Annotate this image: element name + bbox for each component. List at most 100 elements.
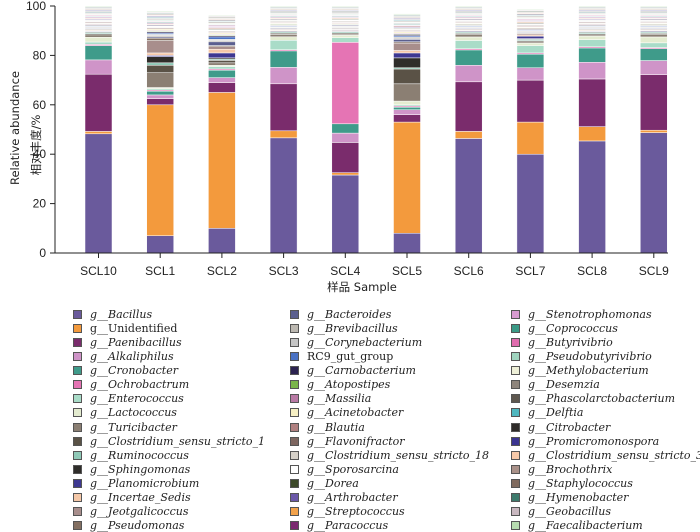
bar-segment xyxy=(454,5,483,7)
y-tick-label: 60 xyxy=(33,98,47,112)
bar-segment xyxy=(146,72,174,88)
x-tick-label: SCL6 xyxy=(454,264,484,278)
bar-segment xyxy=(454,36,483,41)
bar-segment xyxy=(208,62,236,66)
bar-segment xyxy=(640,74,668,131)
bar-segment xyxy=(393,42,421,51)
bar-segment xyxy=(208,82,236,93)
bar-segment xyxy=(146,104,174,236)
bar-segment xyxy=(146,98,174,106)
bar-segment xyxy=(393,109,421,115)
bar-segment xyxy=(393,107,421,110)
x-axis: SCL10 SCL1 SCL2 SCL3 SCL4 SCL5 SCL6 SCL7 SCL8 SCL… xyxy=(55,252,669,278)
bar-segment xyxy=(331,142,360,173)
bar-segment xyxy=(146,52,174,56)
bar-segment xyxy=(578,126,606,142)
y-tick-label: 0 xyxy=(39,246,46,260)
bar-segment xyxy=(208,41,236,46)
bar-segment xyxy=(331,172,360,176)
x-tick-label: SCL3 xyxy=(269,264,299,278)
bar-segment xyxy=(393,114,421,123)
bar-segment xyxy=(208,69,236,78)
y-axis-title-cn: 相对丰度/% xyxy=(29,115,43,176)
bar-segment xyxy=(640,42,668,48)
bar-segment xyxy=(516,35,545,39)
bar-segment xyxy=(269,40,298,50)
x-tick-label: SCL2 xyxy=(207,264,237,278)
bar-segment xyxy=(578,78,606,127)
bar-segment xyxy=(393,232,421,254)
bar-segment xyxy=(640,48,668,61)
bar-segment xyxy=(640,34,668,38)
bar-segment xyxy=(146,40,174,54)
bar-segment xyxy=(331,132,360,143)
bar-segment xyxy=(208,14,236,17)
y-axis: 0 20 40 60 80 100 xyxy=(26,0,56,260)
bar-segment xyxy=(516,79,545,123)
bar-segment xyxy=(208,77,236,83)
x-tick-label: SCL7 xyxy=(515,264,545,278)
bar-segment xyxy=(269,137,298,254)
bar-segment xyxy=(578,39,606,48)
bar-segment xyxy=(516,45,545,54)
bar-segment xyxy=(454,40,483,49)
bar-segment xyxy=(393,100,421,106)
bar-segment xyxy=(269,34,298,38)
x-tick-label: SCL4 xyxy=(330,264,360,278)
bar-segment xyxy=(578,47,606,63)
bar-segment xyxy=(393,52,421,59)
bar-segment xyxy=(578,5,606,7)
x-tick-label: SCL1 xyxy=(145,264,175,278)
bar-segment xyxy=(269,5,298,7)
bar-segment xyxy=(84,133,113,254)
bar-segment xyxy=(393,39,421,43)
bar-segment xyxy=(208,36,236,40)
bar-segment xyxy=(454,65,483,83)
bar-segment xyxy=(208,228,236,254)
bar-segment xyxy=(393,50,421,54)
bar-segment xyxy=(146,11,174,13)
bar-segment xyxy=(640,5,668,7)
bar-segment xyxy=(208,60,236,64)
bar-segment xyxy=(393,13,421,15)
x-tick-label: SCL8 xyxy=(577,264,607,278)
bar-segment xyxy=(393,121,421,234)
bar-segment xyxy=(516,121,545,155)
bar-segment xyxy=(146,37,174,41)
x-tick-label: SCL5 xyxy=(392,264,422,278)
bar-segment xyxy=(84,34,113,38)
bar-segment xyxy=(269,50,298,68)
bar-segment xyxy=(393,83,421,102)
bar-segment xyxy=(454,138,483,254)
bar-segment xyxy=(146,56,174,64)
bar-segment xyxy=(640,60,668,75)
bar-segment xyxy=(454,34,483,38)
bar-segment xyxy=(84,59,113,75)
bar-segment xyxy=(640,129,668,133)
bar-segment xyxy=(393,57,421,68)
bar-segment xyxy=(454,131,483,139)
bar-segment xyxy=(208,48,236,54)
bar-segment xyxy=(208,46,236,50)
y-tick-label: 100 xyxy=(26,0,46,13)
bar-segment xyxy=(331,42,360,125)
bar-segment xyxy=(578,62,606,80)
bar-segment xyxy=(84,41,113,45)
y-tick-label: 20 xyxy=(33,197,47,211)
y-axis-title-en: Relative abundance xyxy=(8,71,22,185)
bar-segment xyxy=(331,174,360,254)
bar-segment xyxy=(84,5,113,7)
bar-segment xyxy=(331,37,360,43)
bar-segment xyxy=(84,73,113,132)
bar-segment xyxy=(331,5,360,7)
bar-segment xyxy=(269,130,298,139)
bar-segment xyxy=(84,45,113,61)
bar-segment xyxy=(393,68,421,85)
bar-segment xyxy=(146,62,174,66)
bar-segment xyxy=(454,49,483,66)
bar-segment xyxy=(516,67,545,81)
bar-segment xyxy=(84,131,113,135)
bar-segment xyxy=(269,83,298,132)
y-tick-label: 80 xyxy=(33,48,47,62)
